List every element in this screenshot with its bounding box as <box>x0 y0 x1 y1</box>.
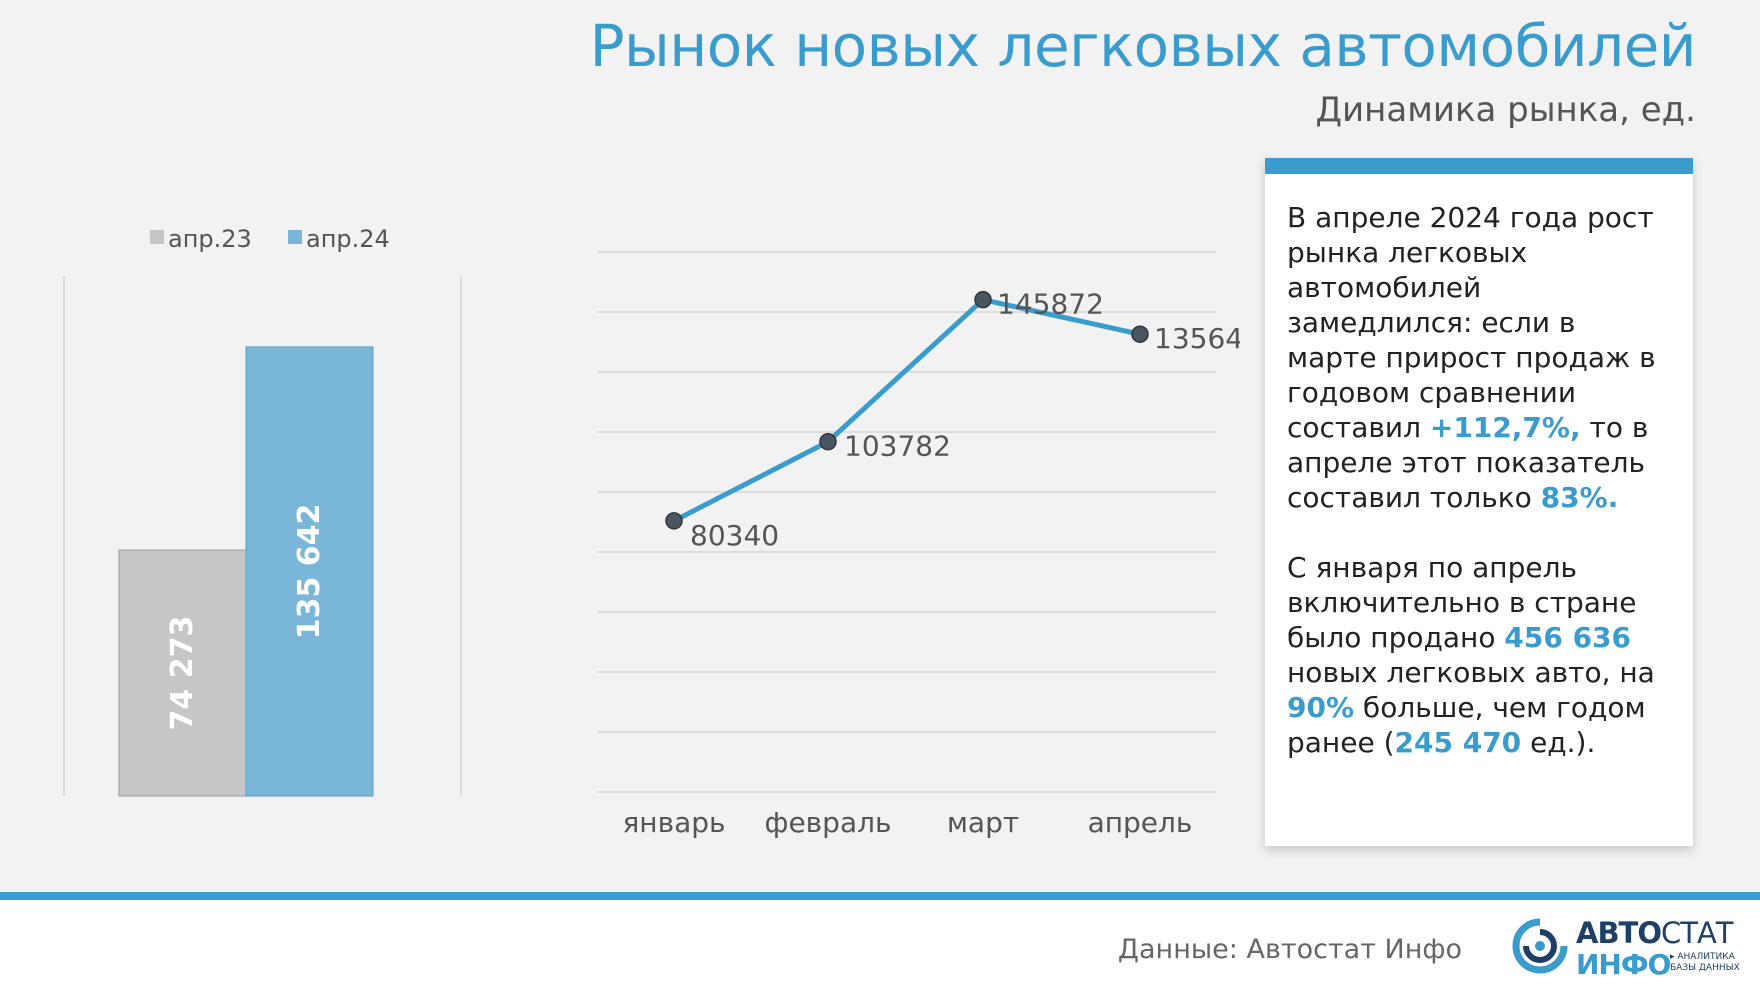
data-source: Данные: Автостат Инфо <box>1117 934 1462 965</box>
info-paragraph-1: В апреле 2024 года рост рынка легковых а… <box>1287 200 1673 515</box>
footer: Данные: Автостат Инфо АВТОСТАТ ИНФО ▸ АН… <box>0 900 1760 988</box>
data-point <box>819 432 837 451</box>
info-text-segment: ед.). <box>1521 726 1596 759</box>
x-tick-label: январь <box>622 806 725 839</box>
logo-swirl-icon <box>1512 918 1568 974</box>
logo-tagline-line: ▸ АНАЛИТИКА <box>1670 952 1735 962</box>
logo-word-info: ИНФО <box>1576 948 1671 981</box>
x-tick-label: апрель <box>1088 806 1193 839</box>
data-point <box>665 512 683 530</box>
data-point <box>1131 325 1149 343</box>
footer-divider <box>0 892 1760 900</box>
bar <box>245 346 374 797</box>
info-text-segment: больше, чем годом ранее ( <box>1287 691 1646 759</box>
point-data-label: 80340 <box>690 519 779 552</box>
highlight-growth-march: +112,7%, <box>1429 411 1581 444</box>
highlight-prev-year-total: 245 470 <box>1394 726 1522 759</box>
info-text-segment: новых легковых авто, на <box>1287 656 1655 689</box>
info-text-segment: С января по апрель включительно в стране… <box>1287 551 1637 654</box>
legend-label: апр.24 <box>306 225 390 253</box>
bar-chart: апр.23 апр.24 74 273 135 642 <box>63 225 462 797</box>
page-title: Рынок новых легковых автомобилей <box>589 12 1697 80</box>
company-logo: АВТОСТАТ ИНФО ▸ АНАЛИТИКА БАЗЫ ДАННЫХ <box>1510 914 1740 981</box>
legend-swatch <box>150 230 164 244</box>
logo-word-avtostat: АВТОСТАТ <box>1576 916 1734 950</box>
highlight-growth-april: 83%. <box>1540 481 1619 514</box>
legend-label: апр.23 <box>168 225 252 253</box>
info-paragraph-2: С января по апрель включительно в стране… <box>1287 550 1673 760</box>
legend-item: апр.24 <box>288 225 390 253</box>
bar-data-label: 74 273 <box>165 616 200 731</box>
bar-data-label: 135 642 <box>292 504 327 640</box>
point-data-label: 103782 <box>844 430 951 463</box>
info-text-segment: то в апреле этот показатель составил тол… <box>1287 411 1649 514</box>
logo-tagline: ▸ АНАЛИТИКА БАЗЫ ДАННЫХ <box>1670 952 1740 974</box>
logo-word-part: АВТО <box>1576 916 1662 950</box>
info-text: В апреле 2024 года рост рынка легковых а… <box>1265 174 1693 760</box>
data-point <box>974 290 992 309</box>
logo-tagline-line: БАЗЫ ДАННЫХ <box>1670 963 1740 973</box>
page-subtitle: Динамика рынка, ед. <box>1315 90 1696 130</box>
x-tick-label: март <box>947 806 1019 839</box>
highlight-percent-more: 90% <box>1287 691 1355 724</box>
logo-word-part: СТАТ <box>1660 916 1734 950</box>
point-data-label: 145872 <box>997 288 1104 321</box>
bar <box>118 549 247 797</box>
legend-item: апр.23 <box>150 225 252 253</box>
highlight-total-sold: 456 636 <box>1504 621 1632 654</box>
info-card: В апреле 2024 года рост рынка легковых а… <box>1265 158 1693 846</box>
info-card-accent <box>1265 158 1693 174</box>
series-line <box>672 297 1141 524</box>
legend-swatch <box>288 230 302 244</box>
x-tick-label: февраль <box>765 806 892 839</box>
info-text-segment: В апреле 2024 года рост рынка легковых а… <box>1287 201 1656 444</box>
